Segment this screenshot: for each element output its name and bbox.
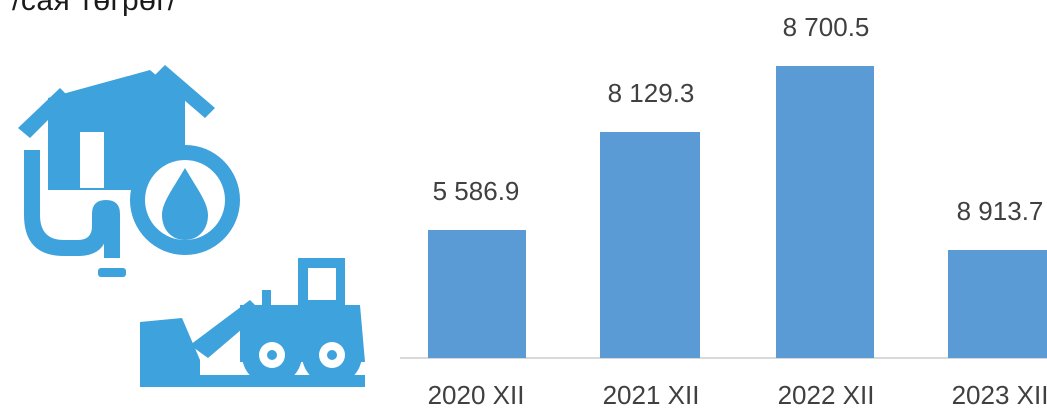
chart-title: /сая төгрөг/ [12, 0, 177, 17]
bars-group [428, 66, 1047, 358]
bar-2022-xii [776, 66, 874, 358]
bar-2020-xii [428, 230, 526, 358]
x-tick-label: 2020 XII [428, 380, 525, 410]
x-tick-label: 2022 XII [778, 380, 875, 410]
x-tick-labels-group: 2020 XII 2021 XII 2022 XII 2023 XII [428, 380, 1047, 410]
tractor-icon [140, 258, 365, 387]
utility-illustration [18, 65, 365, 387]
data-label: 8 700.5 [783, 12, 870, 42]
data-label: 8 913.7 [957, 196, 1044, 226]
bar-2021-xii [600, 132, 700, 358]
water-utility-icon [18, 65, 240, 277]
data-labels-group: 5 586.9 8 129.3 8 700.5 8 913.7 [433, 12, 1044, 226]
x-tick-label: 2021 XII [603, 380, 700, 410]
x-tick-label: 2023 XII [952, 380, 1047, 410]
bar-2023-xii [948, 250, 1047, 358]
data-label: 8 129.3 [608, 78, 695, 108]
data-label: 5 586.9 [433, 176, 520, 206]
